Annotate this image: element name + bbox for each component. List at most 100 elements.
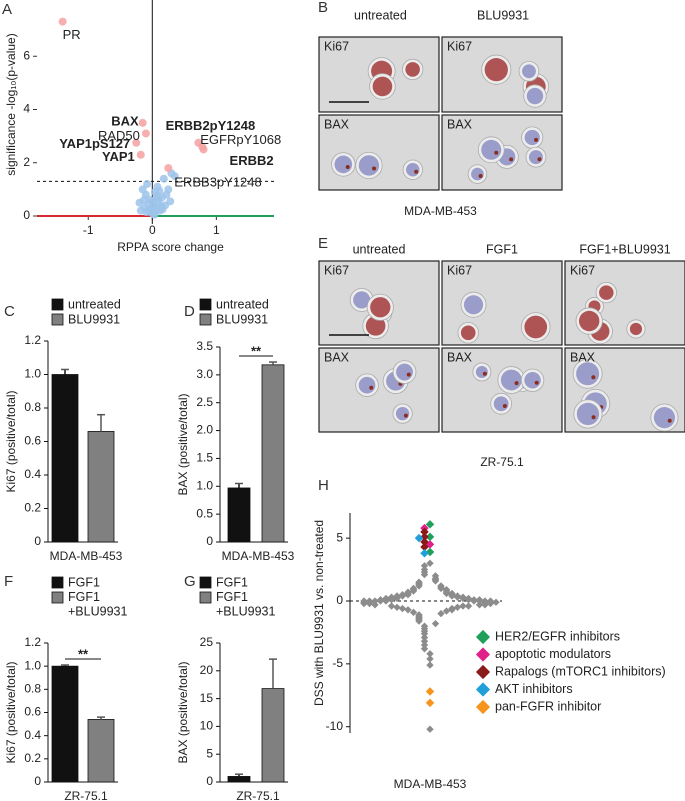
nucleus bbox=[406, 162, 420, 177]
legend-label: BLU9931 bbox=[68, 312, 120, 326]
legend-label: BLU9931 bbox=[216, 312, 268, 326]
data-point bbox=[420, 645, 429, 653]
data-point bbox=[420, 548, 429, 558]
x-tick-label: 1 bbox=[213, 223, 220, 237]
row-label: BAX bbox=[447, 350, 473, 364]
data-point bbox=[453, 593, 462, 601]
text-line: +BLU9931 bbox=[68, 605, 127, 619]
data-point bbox=[425, 547, 435, 557]
nucleus bbox=[578, 310, 600, 332]
y-tick-label: 4 bbox=[23, 102, 30, 116]
row-label: BAX bbox=[324, 117, 350, 131]
legend-swatch bbox=[475, 682, 491, 697]
data-point bbox=[464, 596, 473, 604]
data-point bbox=[404, 591, 412, 599]
data-point bbox=[442, 589, 451, 598]
data-point bbox=[404, 606, 412, 614]
nucleus bbox=[576, 402, 600, 426]
data-point bbox=[150, 210, 159, 219]
data-point bbox=[459, 594, 467, 603]
data-point bbox=[425, 532, 435, 542]
y-axis-label: BAX (positive/total) bbox=[176, 393, 190, 495]
y-axis-label: Ki67 (positive/total) bbox=[4, 390, 18, 492]
x-axis-label: MDA-MB-453 bbox=[50, 549, 123, 563]
data-point bbox=[420, 562, 429, 570]
column-label: FGF1 bbox=[486, 242, 518, 256]
data-point bbox=[143, 180, 152, 189]
data-point bbox=[164, 164, 173, 173]
bar bbox=[51, 374, 79, 543]
y-tick-label: 5 bbox=[206, 746, 213, 760]
data-point bbox=[420, 630, 429, 638]
y-tick-label: 0 bbox=[34, 534, 41, 548]
data-point bbox=[475, 601, 484, 609]
stain-dot bbox=[369, 385, 374, 390]
nucleus bbox=[528, 150, 543, 165]
legend-swatch bbox=[51, 313, 64, 326]
column-label: untreated bbox=[353, 242, 406, 256]
y-tick-label: 6 bbox=[23, 48, 30, 62]
nucleus bbox=[372, 76, 393, 97]
stain-dot bbox=[534, 380, 539, 385]
y-tick-label: 2.5 bbox=[196, 395, 213, 409]
data-point bbox=[371, 597, 379, 605]
stain-dot bbox=[667, 418, 672, 423]
y-tick-label: 0 bbox=[34, 774, 41, 788]
data-point bbox=[360, 599, 368, 608]
y-tick-label: 1.0 bbox=[196, 478, 213, 492]
row-label: Ki67 bbox=[447, 39, 472, 53]
y-tick-label: 0.2 bbox=[24, 501, 41, 515]
y-tick-label: 10 bbox=[200, 719, 214, 733]
data-point bbox=[142, 208, 151, 217]
data-point bbox=[199, 145, 208, 154]
nucleus bbox=[475, 365, 488, 378]
stain-dot bbox=[403, 413, 408, 418]
data-point bbox=[376, 597, 385, 605]
data-point bbox=[393, 594, 401, 603]
data-point bbox=[448, 592, 456, 600]
y-tick-label: 0.4 bbox=[24, 728, 41, 742]
panel-letter: E bbox=[318, 235, 328, 252]
y-tick-label: 0.4 bbox=[24, 467, 41, 481]
y-tick-label: 0 bbox=[336, 593, 343, 607]
data-point bbox=[420, 570, 429, 579]
data-point bbox=[415, 582, 423, 590]
nucleus bbox=[524, 371, 541, 389]
text-line: FGF1 bbox=[216, 590, 248, 604]
legend-swatch bbox=[199, 576, 212, 589]
nucleus bbox=[629, 322, 643, 336]
data-point bbox=[170, 172, 179, 181]
nucleus bbox=[405, 62, 420, 77]
y-axis-label: BAX (positive/total) bbox=[176, 661, 190, 763]
row-label: BAX bbox=[447, 117, 473, 131]
nucleus bbox=[500, 369, 522, 391]
data-point bbox=[475, 597, 484, 605]
point-label: YAP1 bbox=[102, 149, 135, 164]
legend-swatch bbox=[51, 298, 64, 311]
legend-label: Rapalogs (mTORC1 inhibitors) bbox=[495, 664, 666, 678]
legend-swatch bbox=[199, 591, 212, 604]
nucleus bbox=[493, 396, 509, 412]
nucleus bbox=[460, 325, 476, 341]
y-tick-label: 0.8 bbox=[24, 682, 41, 696]
y-tick-label: 1.5 bbox=[196, 451, 213, 465]
data-point bbox=[398, 592, 407, 600]
stain-dot bbox=[414, 169, 419, 174]
legend-swatch bbox=[51, 576, 64, 589]
y-tick-label: 3.5 bbox=[196, 339, 213, 353]
legend-swatch bbox=[475, 699, 491, 715]
bar bbox=[87, 719, 115, 783]
data-point bbox=[426, 725, 434, 733]
stain-dot bbox=[478, 173, 483, 178]
data-point bbox=[437, 584, 445, 593]
nucleus bbox=[524, 129, 540, 146]
y-tick-label: 0 bbox=[23, 208, 30, 222]
micrograph bbox=[318, 347, 440, 433]
bar bbox=[227, 487, 251, 543]
nucleus bbox=[481, 139, 502, 160]
data-point bbox=[453, 603, 462, 611]
data-point bbox=[420, 527, 429, 537]
row-label: BAX bbox=[570, 350, 596, 364]
cell-line-caption: MDA-MB-453 bbox=[404, 204, 477, 218]
legend-label: AKT inhibitors bbox=[495, 682, 573, 696]
